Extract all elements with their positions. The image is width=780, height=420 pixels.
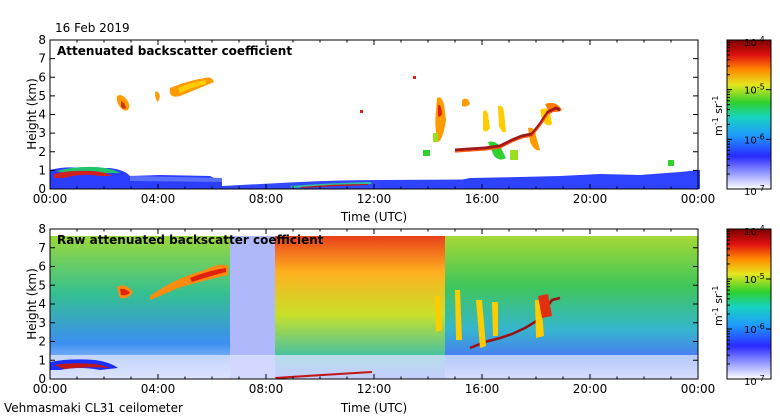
y-tick-label: 1: [38, 353, 46, 367]
instrument-label: Vehmasmaki CL31 ceilometer: [4, 401, 183, 415]
y-tick-label: 6: [38, 260, 46, 274]
colorbar-2: 10-7 10-6 10-5 10-4 m-1 sr-1: [711, 224, 772, 388]
axes-panel-2: 00:00 04:00 08:00 12:00 16:00 20:00 00:0001234…: [33, 222, 716, 396]
raw-convective-red: [538, 294, 552, 318]
colorbar-tick-label: 10-6: [744, 132, 765, 146]
cloud-base-line: [454, 106, 561, 152]
raw-convective: [435, 290, 544, 348]
y-tick-label: 2: [38, 145, 46, 159]
y-tick-label: 7: [38, 52, 46, 66]
y-tick-label: 8: [38, 222, 46, 236]
x-tick-label: 08:00: [249, 382, 284, 396]
y-tick-label: 2: [38, 335, 46, 349]
x-tick-label: 00:00: [33, 192, 68, 206]
y-tick-label: 7: [38, 241, 46, 255]
x-tick-label: 04:00: [141, 192, 176, 206]
colorbar-1-ticks: 10-7 10-6 10-5 10-4: [727, 35, 771, 198]
colorbar-ramp: [726, 39, 772, 190]
y-tick-label: 3: [38, 126, 46, 140]
colorbar-2-ticks: 10-7 10-6 10-5 10-4: [727, 224, 771, 388]
raw-backscatter-image: [50, 236, 698, 379]
x-tick-label: 12:00: [357, 192, 392, 206]
y-axis-label: Height (km): [25, 78, 39, 149]
colorbar-tick-label: 10-7: [744, 184, 765, 198]
x-axis-label: Time (UTC): [340, 401, 407, 415]
colorbar-tick-label: 10-7: [744, 374, 765, 388]
evening-layer: [380, 170, 700, 189]
y-tick-label: 0: [38, 182, 46, 196]
x-tick-label: 00:00: [681, 382, 716, 396]
date-label: 16 Feb 2019: [55, 21, 130, 35]
colorbar-ramp: [726, 228, 772, 380]
axes-panel-1: 00:00 04:00 08:00 12:00 16:00 20:00 00:0001234…: [33, 33, 716, 206]
y-tick-label: 3: [38, 316, 46, 330]
y-tick-label: 5: [38, 89, 46, 103]
panel-attenuated: Attenuated backscatter coefficient Heigh…: [25, 33, 715, 224]
y-tick-label: 6: [38, 70, 46, 84]
panel-raw: Raw attenuated backscatter coefficient H…: [25, 222, 715, 415]
x-tick-label: 12:00: [357, 382, 392, 396]
raw-morning-layer: [275, 371, 372, 379]
y-tick-label: 0: [38, 372, 46, 386]
colorbar-tick-label: 10-4: [744, 35, 765, 49]
x-axis-label: Time (UTC): [340, 210, 407, 224]
colorbar-tick-label: 10-5: [744, 272, 765, 286]
plot-area: [50, 40, 698, 189]
unit-m: m: [712, 125, 725, 136]
y-tick-label: 1: [38, 163, 46, 177]
x-tick-label: 04:00: [141, 382, 176, 396]
morning-layer-red: [300, 184, 368, 188]
y-axis-label: Height (km): [25, 268, 39, 339]
colorbar-tick-label: 10-6: [744, 322, 765, 336]
colorbar-unit: m-1 sr-1: [711, 286, 725, 326]
x-tick-label: 08:00: [249, 192, 284, 206]
mid-cloud: [116, 77, 214, 111]
panel-title: Raw attenuated backscatter coefficient: [57, 233, 324, 247]
unit-m: m: [712, 315, 725, 326]
colorbar-1: 10-7 10-6 10-5 10-4 m-1 sr-1: [711, 35, 772, 198]
colorbar-tick-label: 10-4: [744, 224, 765, 238]
backscatter-image: [50, 76, 700, 189]
surface-layer-edge: [130, 176, 222, 182]
y-tick-label: 4: [38, 108, 46, 122]
y-tick-label: 8: [38, 33, 46, 47]
raw-cloud-layer: [117, 264, 228, 300]
raw-cloud-core: [120, 268, 226, 296]
y-tick-label: 4: [38, 297, 46, 311]
cloud-base-glow: [454, 109, 557, 153]
raw-surface-red: [54, 363, 110, 369]
x-tick-label: 16:00: [465, 192, 500, 206]
x-tick-label: 20:00: [573, 192, 608, 206]
colorbar-tick-label: 10-5: [744, 83, 765, 97]
y-tick-label: 5: [38, 278, 46, 292]
colorbar-unit: m-1 sr-1: [711, 96, 725, 136]
surface-layer-red: [54, 170, 112, 178]
x-tick-label: 16:00: [465, 382, 500, 396]
panel-title: Attenuated backscatter coefficient: [57, 44, 292, 58]
x-tick-label: 20:00: [573, 382, 608, 396]
x-tick-label: 00:00: [33, 382, 68, 396]
x-tick-label: 00:00: [681, 192, 716, 206]
